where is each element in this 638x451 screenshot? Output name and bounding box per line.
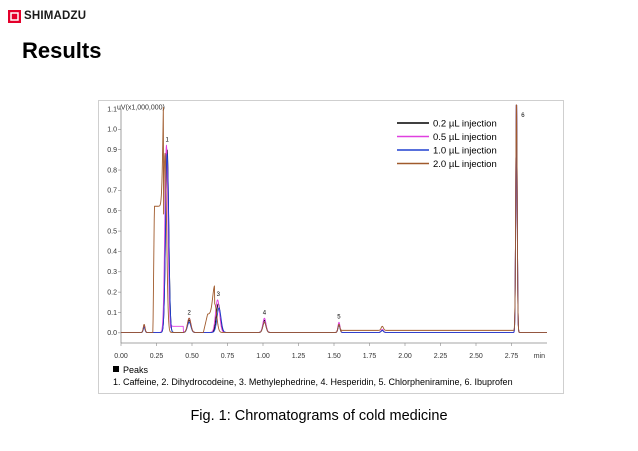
peaks-legend-heading: Peaks <box>123 365 149 375</box>
peak-label: 2 <box>187 311 191 317</box>
y-tick-label: 0.3 <box>107 269 117 276</box>
x-tick-label: 2.75 <box>505 353 519 360</box>
x-tick-label: 1.50 <box>327 353 341 360</box>
legend-label-2: 0.5 µL injection <box>433 132 497 143</box>
y-axis-label: uV(x1,000,000) <box>117 105 165 112</box>
figure-caption: Fig. 1: Chromatograms of cold medicine <box>190 408 448 424</box>
x-tick-label: 2.50 <box>469 353 483 360</box>
x-tick-label: 0.00 <box>114 353 128 360</box>
page-title: Results <box>22 38 102 63</box>
legend-label-3: 1.0 µL injection <box>433 145 497 156</box>
y-tick-label: 0.2 <box>107 289 117 296</box>
peak-label: 5 <box>337 315 341 321</box>
chart-canvas: 0.0 0.1 0.2 0.3 0.4 0.5 0.6 0.7 0.8 0.9 1.0 1.1 uV(x… <box>107 104 548 360</box>
x-tick-label: 0.25 <box>150 353 164 360</box>
peaks-legend-heading-row: Peaks <box>113 364 513 376</box>
brand-name: SHIMADZU <box>24 10 87 22</box>
legend-square-icon <box>113 366 119 372</box>
x-tick-label: 2.25 <box>434 353 448 360</box>
y-tick-label: 0.4 <box>107 249 117 256</box>
x-tick-label: 1.25 <box>292 353 306 360</box>
brand-logo-icon <box>8 9 21 23</box>
peak-label: 4 <box>263 311 267 317</box>
legend-label-1: 0.2 µL injection <box>433 118 497 129</box>
y-tick-label: 0.7 <box>107 188 117 195</box>
y-tick-label: 0.6 <box>107 208 117 215</box>
y-tick-label: 0.5 <box>107 228 117 235</box>
chromatogram-chart: 0.0 0.1 0.2 0.3 0.4 0.5 0.6 0.7 0.8 0.9 1.0 1.1 uV(x… <box>98 100 564 394</box>
x-tick-label: 0.75 <box>221 353 235 360</box>
y-tick-label: 1.1 <box>107 106 117 113</box>
peak-label: 3 <box>217 292 221 298</box>
series-line-4 <box>120 104 548 333</box>
x-tick-label: 1.00 <box>256 353 270 360</box>
peaks-legend-text: 1. Caffeine, 2. Dihydrocodeine, 3. Methy… <box>113 377 513 387</box>
peaks-legend: Peaks 1. Caffeine, 2. Dihydrocodeine, 3.… <box>113 364 513 388</box>
peak-label: 1 <box>165 138 169 144</box>
brand-logo: SHIMADZU <box>8 9 86 23</box>
x-axis-unit: min <box>534 353 545 360</box>
y-tick-label: 1.0 <box>107 127 117 134</box>
peak-label: 6 <box>521 113 525 119</box>
x-tick-label: 0.50 <box>185 353 199 360</box>
legend-label-4: 2.0 µL injection <box>433 159 497 170</box>
x-tick-label: 2.00 <box>398 353 412 360</box>
y-tick-label: 0.8 <box>107 167 117 174</box>
y-tick-label: 0.0 <box>107 330 117 337</box>
x-tick-label: 1.75 <box>363 353 377 360</box>
y-tick-label: 0.9 <box>107 147 117 154</box>
y-tick-label: 0.1 <box>107 310 117 317</box>
